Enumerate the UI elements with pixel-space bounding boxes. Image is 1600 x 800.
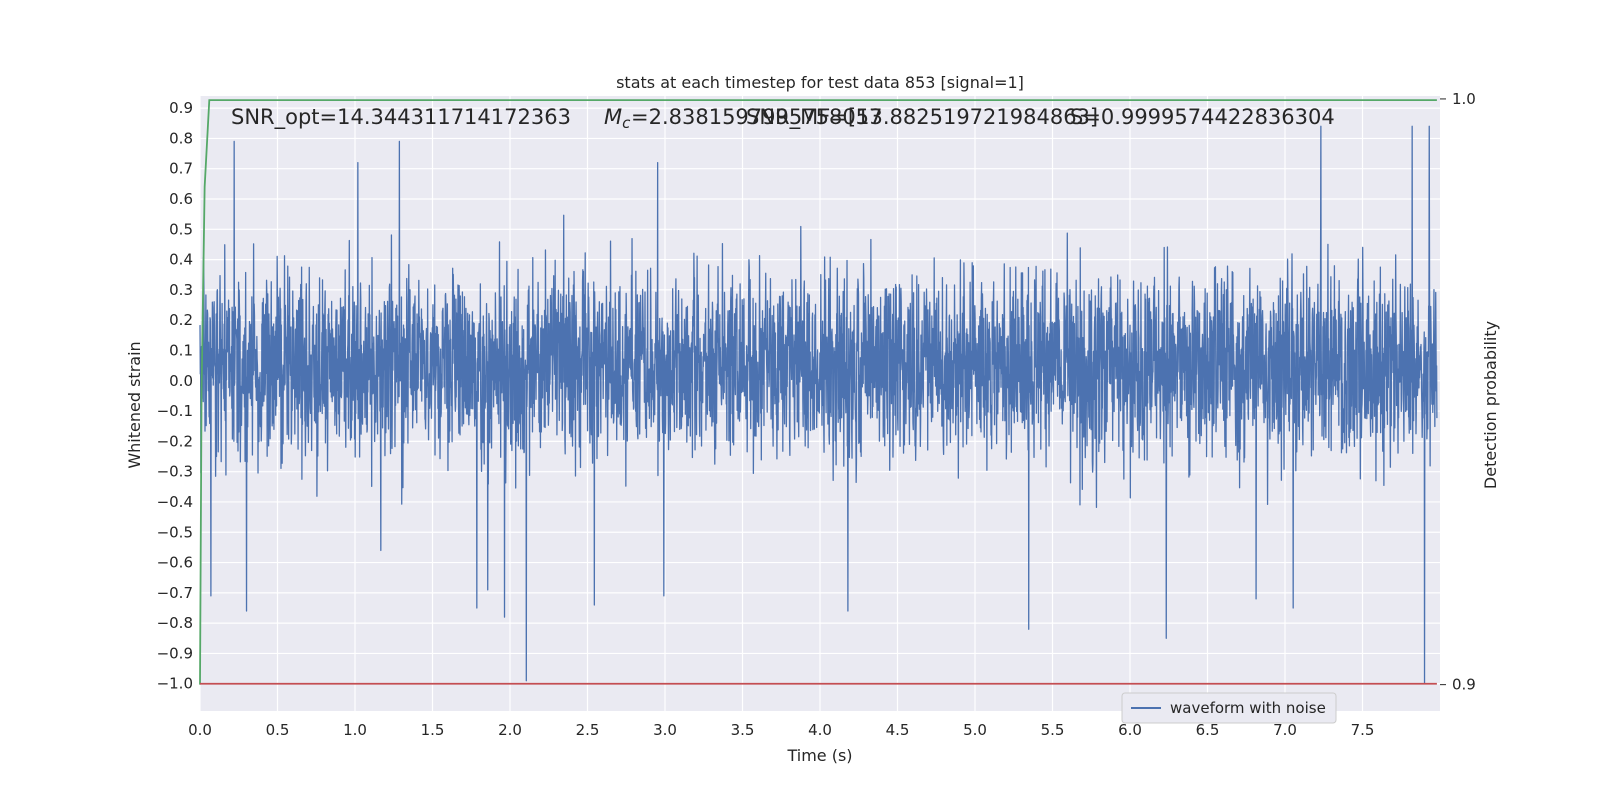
right-axis-label: Detection probability (1481, 321, 1500, 489)
x-tick-label: 0.5 (266, 721, 290, 739)
x-axis-label: Time (s) (786, 746, 852, 765)
y-tick-label: −0.9 (157, 644, 193, 662)
x-tick-label: 3.0 (653, 721, 677, 739)
x-tick-label: 1.0 (343, 721, 367, 739)
y-tick-label: 0.8 (169, 129, 193, 147)
y-tick-label: 0.3 (169, 281, 193, 299)
x-axis-ticks: 0.0 0.5 1.0 1.5 2.0 2.5 3.0 3.5 4.0 4.5 5.0 5.5 6.0 6… (188, 721, 1374, 739)
y-tick-label: 0.1 (169, 341, 193, 359)
y-tick-label: 0.6 (169, 190, 193, 208)
x-tick-label: 2.0 (498, 721, 522, 739)
y-tick-label: 0.0 (169, 372, 193, 390)
legend-box (1121, 692, 1337, 724)
y-axis-label: Whitened strain (125, 341, 144, 468)
s-annotation: S=0.9999574422836304 (1070, 105, 1335, 129)
snr-opt-annotation: SNR_opt=14.344311714172363 (231, 105, 571, 130)
mc-annotation: =2.8381597995758057 (631, 105, 882, 129)
right-tick-label: 1.0 (1452, 90, 1476, 108)
y-tick-label: −1.0 (157, 675, 193, 693)
y-tick-label: 0.2 (169, 311, 193, 329)
x-tick-label: 4.5 (886, 721, 910, 739)
legend: waveform with noise (1121, 692, 1337, 724)
chart-title: stats at each timestep for test data 853… (616, 73, 1024, 92)
x-tick-label: 6.5 (1196, 721, 1220, 739)
x-tick-label: 5.5 (1041, 721, 1065, 739)
x-tick-label: 7.0 (1273, 721, 1297, 739)
y-tick-label: −0.1 (157, 402, 193, 420)
x-tick-label: 6.0 (1118, 721, 1142, 739)
y-tick-label: 0.7 (169, 160, 193, 178)
x-tick-label: 1.5 (421, 721, 445, 739)
right-axis-ticks: 1.0 0.9 (1440, 90, 1476, 694)
y-tick-label: −0.7 (157, 584, 193, 602)
y-tick-label: −0.5 (157, 523, 193, 541)
legend-label-waveform: waveform with noise (1170, 699, 1326, 717)
y-axis-ticks: 0.9 0.8 0.7 0.6 0.5 0.4 0.3 0.2 0.1 0.0 −0.1 −0.2 −0… (157, 99, 193, 693)
x-tick-label: 5.0 (963, 721, 987, 739)
x-tick-label: 2.5 (576, 721, 600, 739)
y-tick-label: −0.6 (157, 554, 193, 572)
y-tick-label: −0.2 (157, 432, 193, 450)
x-tick-label: 4.0 (808, 721, 832, 739)
snr-mf-annotation: SNR_MF=[13.882519721984863] (746, 105, 1098, 130)
x-tick-label: 0.0 (188, 721, 212, 739)
y-tick-label: −0.4 (157, 493, 193, 511)
y-tick-label: 0.4 (169, 251, 193, 269)
right-tick-label: 0.9 (1452, 676, 1476, 694)
y-tick-label: 0.5 (169, 220, 193, 238)
y-tick-label: −0.3 (157, 463, 193, 481)
y-tick-label: 0.9 (169, 99, 193, 117)
overlay-series (199, 99, 1437, 685)
probability-line (199, 99, 1437, 685)
x-tick-label: 3.5 (731, 721, 755, 739)
waveform-series (199, 125, 1438, 685)
x-tick-label: 7.5 (1351, 721, 1375, 739)
waveform-line (199, 125, 1438, 685)
y-tick-label: −0.8 (157, 614, 193, 632)
